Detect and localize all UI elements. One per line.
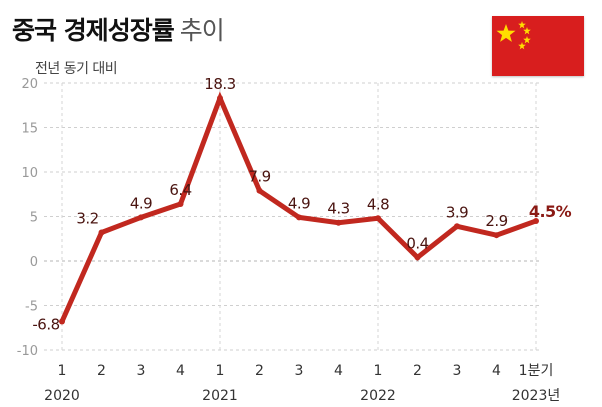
data-label: 7.9 bbox=[248, 168, 270, 186]
data-label: -6.8 bbox=[32, 316, 59, 334]
x-tick-label: 4 bbox=[334, 363, 343, 379]
data-point bbox=[59, 318, 65, 325]
x-tick-label: 3 bbox=[137, 363, 146, 379]
y-tick-label: -10 bbox=[17, 344, 38, 359]
flag-small-star bbox=[523, 27, 531, 35]
x-tick-label: 1 bbox=[374, 363, 383, 379]
data-point bbox=[414, 254, 421, 261]
data-label: 4.5% bbox=[529, 202, 572, 221]
data-point bbox=[138, 214, 144, 221]
x-tick-label: 1분기 bbox=[519, 363, 554, 379]
data-label: 2.9 bbox=[485, 212, 507, 230]
year-label: 2023년 bbox=[512, 388, 561, 404]
data-point bbox=[493, 232, 500, 239]
x-tick-label: 1 bbox=[216, 363, 225, 379]
data-label: 18.3 bbox=[204, 75, 235, 93]
china-flag-icon bbox=[492, 16, 584, 76]
data-label: 0.4 bbox=[406, 234, 428, 252]
flag-stars bbox=[496, 21, 531, 50]
y-tick-label: -5 bbox=[25, 300, 38, 315]
data-point bbox=[296, 214, 302, 221]
y-tick-label: 20 bbox=[21, 77, 38, 92]
flag-small-star bbox=[518, 42, 526, 50]
y-axis-label: 전년 동기 대비 bbox=[35, 61, 118, 77]
data-point bbox=[375, 215, 381, 222]
data-label: 4.8 bbox=[367, 195, 389, 213]
x-tick-label: 3 bbox=[295, 363, 304, 379]
x-tick-label: 2 bbox=[255, 363, 264, 379]
data-label: 4.9 bbox=[288, 194, 310, 212]
x-tick-label: 4 bbox=[176, 363, 185, 379]
x-tick-label: 2 bbox=[97, 363, 106, 379]
data-label: 4.9 bbox=[130, 194, 152, 212]
y-tick-label: 10 bbox=[21, 166, 38, 181]
data-point bbox=[98, 229, 105, 236]
title-bold: 중국 경제성장률 bbox=[12, 16, 175, 45]
year-label: 2022 bbox=[360, 388, 396, 404]
flag-small-star bbox=[523, 36, 531, 44]
data-point bbox=[217, 95, 223, 102]
x-tick-label: 3 bbox=[453, 363, 462, 379]
data-point bbox=[335, 219, 342, 226]
data-point bbox=[256, 187, 263, 194]
x-tick-label: 1 bbox=[58, 363, 67, 379]
x-tick-label: 4 bbox=[492, 363, 501, 379]
data-point bbox=[454, 223, 460, 230]
data-label: 6.4 bbox=[169, 181, 191, 199]
flag-small-star bbox=[518, 21, 526, 29]
data-point bbox=[533, 217, 539, 224]
y-tick-label: 0 bbox=[30, 255, 38, 270]
title-light: 추이 bbox=[179, 16, 225, 45]
data-label: 3.2 bbox=[76, 210, 98, 228]
y-tick-label: 15 bbox=[21, 122, 38, 137]
x-tick-label: 2 bbox=[413, 363, 422, 379]
y-tick-label: 5 bbox=[30, 211, 38, 226]
year-label: 2020 bbox=[44, 388, 80, 404]
year-label: 2021 bbox=[202, 388, 238, 404]
flag-big-star bbox=[496, 24, 516, 42]
page-title: 중국 경제성장률 추이 bbox=[12, 16, 225, 46]
data-point bbox=[177, 201, 184, 208]
data-label: 3.9 bbox=[446, 203, 468, 221]
data-label: 4.3 bbox=[327, 200, 349, 218]
